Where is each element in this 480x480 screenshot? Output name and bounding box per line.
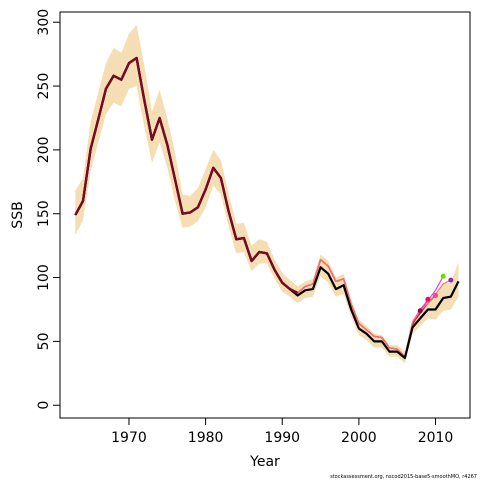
main-series-history-line	[74, 56, 299, 294]
y-tick-label: 200	[36, 137, 52, 164]
main-series-line	[74, 56, 460, 360]
retro-series-layer	[74, 56, 452, 358]
confidence-band-layer	[75, 24, 459, 364]
endpoint-marker	[425, 296, 431, 302]
plot-frame	[59, 11, 471, 419]
x-tick-label: 2010	[418, 430, 454, 446]
retro-series-line	[74, 57, 421, 358]
endpoint-marker-layer	[417, 273, 454, 314]
x-tick-label: 1970	[111, 430, 147, 446]
endpoint-marker	[440, 273, 446, 279]
x-tick-label: 1980	[188, 430, 224, 446]
y-tick-label: 50	[36, 332, 52, 350]
x-axis: 1970 1980 1990 2000 2010	[111, 418, 453, 446]
retro-series-line	[74, 57, 429, 358]
y-tick-label: 100	[36, 264, 52, 291]
y-tick-label: 300	[36, 9, 52, 36]
y-axis-title: SSB	[10, 201, 26, 228]
footer-note: stockassessment.org, nscod2015-base5-smo…	[330, 474, 477, 480]
main-series-layer	[74, 56, 460, 360]
retro-series-line	[74, 57, 436, 358]
confidence-band	[75, 24, 459, 364]
x-tick-label: 2000	[341, 430, 377, 446]
retro-series-line	[74, 57, 444, 358]
y-axis: 0 50 100 150 200 250 300	[36, 9, 60, 410]
x-tick-label: 1990	[264, 430, 300, 446]
x-axis-title: Year	[249, 454, 280, 470]
endpoint-marker	[448, 277, 454, 283]
y-tick-label: 250	[36, 73, 52, 100]
retro-series-line	[74, 57, 452, 358]
endpoint-marker	[417, 308, 423, 314]
y-tick-label: 150	[36, 200, 52, 227]
y-tick-label: 0	[36, 401, 52, 410]
endpoint-marker	[433, 292, 439, 298]
